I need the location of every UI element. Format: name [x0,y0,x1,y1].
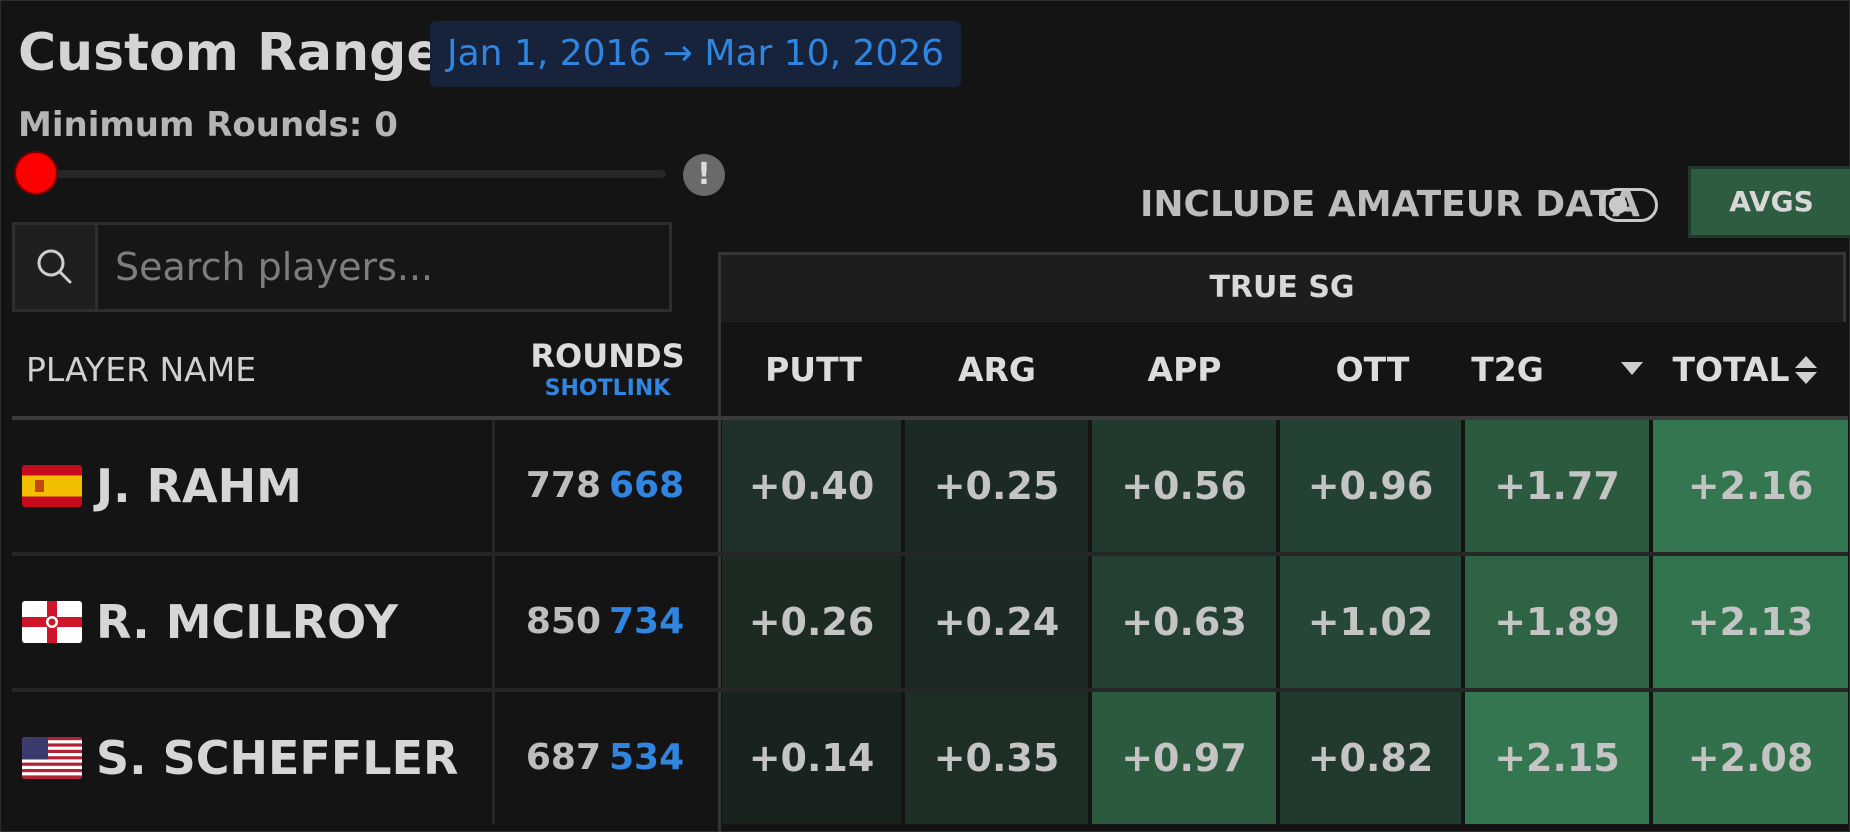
stat-app: +0.97 [1092,692,1280,824]
info-icon[interactable]: ! [683,154,725,196]
player-name[interactable]: S. SCHEFFLER [96,731,459,785]
rounds-cell: 778 668 [495,420,715,552]
stat-app: +0.56 [1092,420,1280,552]
stat-arg: +0.25 [905,420,1092,552]
sort-desc-icon[interactable] [1621,362,1643,375]
stat-ott: +1.02 [1280,556,1465,688]
shotlink-rounds: 668 [609,465,685,506]
table-row[interactable]: S. SCHEFFLER 687 534 +0.14 +0.35 +0.97 +0… [0,692,1850,824]
page-title: Custom Range [18,23,442,83]
stat-t2g: +1.77 [1465,420,1653,552]
include-amateur-label: INCLUDE AMATEUR DATA [1140,184,1640,225]
col-header-player-name[interactable]: PLAYER NAME [26,350,257,389]
row-divider [12,552,1848,556]
stat-total: +2.13 [1653,556,1848,688]
stat-putt: +0.26 [722,556,905,688]
shotlink-header-label: SHOTLINK [544,376,671,401]
rounds-total: 778 [525,465,601,506]
rounds-cell: 850 734 [495,556,715,688]
player-cell[interactable]: J. RAHM [12,420,495,552]
stat-total: +2.16 [1653,420,1848,552]
row-divider [12,688,1848,692]
min-rounds-slider-track[interactable] [36,170,666,178]
stat-arg: +0.24 [905,556,1092,688]
sort-toggle-icon[interactable] [1795,356,1817,384]
stat-app: +0.63 [1092,556,1280,688]
stat-putt: +0.40 [722,420,905,552]
shotlink-rounds: 534 [609,737,685,778]
true-sg-group-header: TRUE SG [718,252,1846,322]
col-header-rounds[interactable]: ROUNDS SHOTLINK [520,336,695,402]
avgs-button[interactable]: AVGS [1688,166,1850,238]
stat-arg: +0.35 [905,692,1092,824]
col-header-total[interactable]: TOTAL [1672,350,1790,389]
player-name[interactable]: J. RAHM [96,459,302,513]
toggle-knob [1609,196,1627,214]
search-box [12,222,672,312]
rounds-header-label: ROUNDS [530,337,685,375]
sg-section-border [718,322,721,832]
northern-ireland-flag-icon [22,601,82,643]
table-row[interactable]: J. RAHM 778 668 +0.40 +0.25 +0.56 +0.96 +… [0,420,1850,552]
rounds-cell: 687 534 [495,692,715,824]
col-header-arg[interactable]: ARG [957,350,1037,389]
min-rounds-label: Minimum Rounds: 0 [18,105,398,145]
amateur-toggle[interactable] [1600,188,1658,222]
date-range-chip[interactable]: Jan 1, 2016 → Mar 10, 2026 [430,21,962,87]
player-cell[interactable]: R. MCILROY [12,556,495,688]
shotlink-rounds: 734 [609,601,685,642]
stat-ott: +0.96 [1280,420,1465,552]
min-rounds-slider-handle[interactable] [16,153,56,193]
col-header-t2g[interactable]: T2G [1471,350,1544,389]
header-divider [12,416,1848,420]
rounds-total: 850 [525,601,601,642]
stat-total: +2.08 [1653,692,1848,824]
player-cell[interactable]: S. SCHEFFLER [12,692,495,824]
rounds-total: 687 [525,737,601,778]
stat-putt: +0.14 [722,692,905,824]
usa-flag-icon [22,737,82,779]
stat-t2g: +2.15 [1465,692,1653,824]
stat-t2g: +1.89 [1465,556,1653,688]
table-row[interactable]: R. MCILROY 850 734 +0.26 +0.24 +0.63 +1.0… [0,556,1850,688]
col-header-putt[interactable]: PUTT [765,350,862,389]
stat-ott: +0.82 [1280,692,1465,824]
player-name[interactable]: R. MCILROY [96,595,398,649]
col-header-ott[interactable]: OTT [1335,350,1410,389]
col-header-app[interactable]: APP [1147,350,1222,389]
spain-flag-icon [22,465,82,507]
search-icon[interactable] [15,225,98,309]
search-input[interactable] [115,225,655,309]
